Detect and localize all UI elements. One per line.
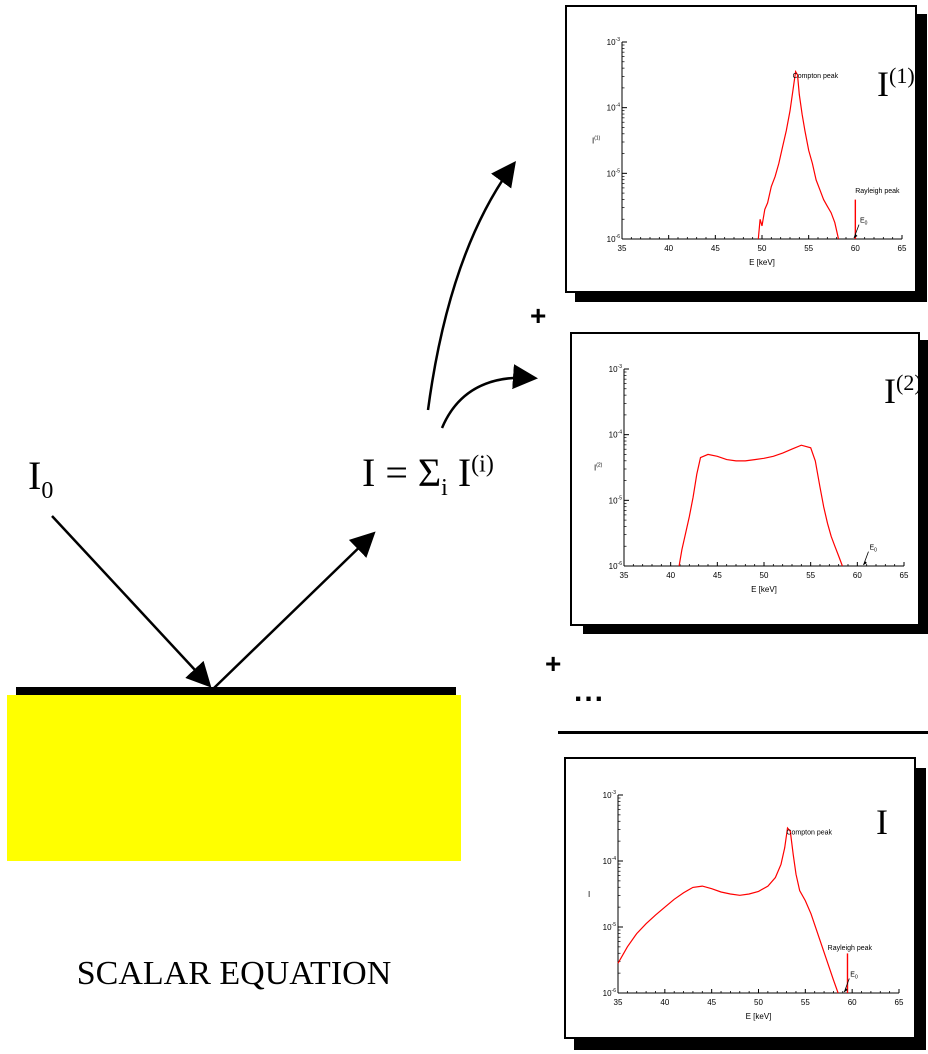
x-axis-title: E [keV] <box>751 585 777 594</box>
incident-intensity-label: I0 <box>28 453 54 504</box>
chart-order-1: 35 40 45 50 55 60 65 10-6 10-5 10-4 10-3 E [keV] I(1… <box>592 37 907 267</box>
x-tick-label: 55 <box>806 571 815 580</box>
y-axis-title: I(1) <box>592 136 601 146</box>
peak-annotation: Compton peak <box>793 73 839 80</box>
x-tick-label: 60 <box>851 244 860 253</box>
x-axis-title: E [keV] <box>746 1012 772 1021</box>
plot-label-1: I(1) <box>877 63 915 104</box>
panel-order-2: 35 40 45 50 55 60 65 10-6 10-5 10-4 10-3 E [keV] I(2… <box>570 332 922 626</box>
panel-order-1: 35 40 45 50 55 60 65 10-6 10-5 10-4 10-3 E [keV] I(1… <box>565 5 917 293</box>
y-axis-title: I <box>588 890 590 899</box>
y-tick-label: 10-5 <box>607 168 621 178</box>
reflected-ray <box>213 531 376 689</box>
x-axis-title: E [keV] <box>749 258 775 267</box>
x-tick-label: 55 <box>804 244 813 253</box>
plot-label-total: I <box>876 802 888 842</box>
e0-arrowhead <box>844 988 848 992</box>
spectrum-line <box>757 69 840 240</box>
e0-annotation: E0 <box>860 218 868 227</box>
spectrum-line <box>617 826 839 994</box>
sample-slab <box>7 695 461 861</box>
x-tick-label: 50 <box>754 998 763 1007</box>
x-tick-label: 35 <box>614 998 623 1007</box>
chart-order-2: 35 40 45 50 55 60 65 10-6 10-5 10-4 10-3 E [keV] I(2… <box>594 364 909 594</box>
e0-arrowhead <box>863 561 867 565</box>
x-tick-label: 65 <box>898 244 907 253</box>
caption: SCALAR EQUATION <box>76 955 392 992</box>
y-tick-label: 10-3 <box>603 790 617 800</box>
arrow-to-order-2 <box>440 364 538 429</box>
e0-arrow <box>843 978 850 993</box>
y-tick-label: 10-5 <box>609 495 623 505</box>
plot-label-2: I(2) <box>884 370 922 411</box>
surface-line <box>16 687 456 695</box>
spectrum-line <box>678 444 843 567</box>
y-tick-label: 10-4 <box>609 430 623 440</box>
x-tick-label: 35 <box>620 571 629 580</box>
e0-annotation: E0 <box>869 545 877 554</box>
x-tick-label: 55 <box>801 998 810 1007</box>
y-tick-label: 10-6 <box>603 988 617 998</box>
e0-arrow <box>863 551 869 566</box>
incident-ray <box>51 515 212 688</box>
e0-arrow <box>853 224 860 239</box>
y-tick-label: 10-6 <box>607 234 621 244</box>
x-tick-label: 45 <box>711 244 720 253</box>
plus-sign-2: + <box>545 648 562 679</box>
y-tick-label: 10-6 <box>609 561 623 571</box>
x-tick-label: 60 <box>853 571 862 580</box>
panel-total: 35 40 45 50 55 60 65 10-6 10-5 10-4 10-3 E [keV] I Co… <box>564 757 916 1039</box>
sum-equation: I = Σi I(i) <box>362 450 494 501</box>
arrow-to-order-1 <box>426 160 516 411</box>
x-tick-label: 60 <box>848 998 857 1007</box>
x-tick-label: 40 <box>664 244 673 253</box>
x-tick-label: 45 <box>707 998 716 1007</box>
x-tick-label: 35 <box>618 244 627 253</box>
peak-annotation: Rayleigh peak <box>828 945 873 952</box>
peak-annotation: Compton peak <box>786 830 832 837</box>
x-tick-label: 40 <box>666 571 675 580</box>
x-tick-label: 50 <box>758 244 767 253</box>
ellipsis: ... <box>574 675 606 708</box>
sum-line <box>558 731 928 734</box>
y-tick-label: 10-5 <box>603 922 617 932</box>
x-tick-label: 65 <box>900 571 909 580</box>
x-tick-label: 40 <box>660 998 669 1007</box>
y-tick-label: 10-4 <box>603 856 617 866</box>
plus-sign-1: + <box>530 300 547 331</box>
x-tick-label: 50 <box>760 571 769 580</box>
y-axis-title: I(2) <box>594 463 603 473</box>
x-tick-label: 45 <box>713 571 722 580</box>
y-tick-label: 10-3 <box>609 364 623 374</box>
e0-annotation: E0 <box>850 972 858 981</box>
y-tick-label: 10-3 <box>607 37 621 47</box>
chart-total: 35 40 45 50 55 60 65 10-6 10-5 10-4 10-3 E [keV] I Co… <box>588 790 904 1021</box>
x-tick-label: 65 <box>895 998 904 1007</box>
peak-annotation: Rayleigh peak <box>855 188 900 195</box>
y-tick-label: 10-4 <box>607 103 621 113</box>
e0-arrowhead <box>854 234 858 238</box>
